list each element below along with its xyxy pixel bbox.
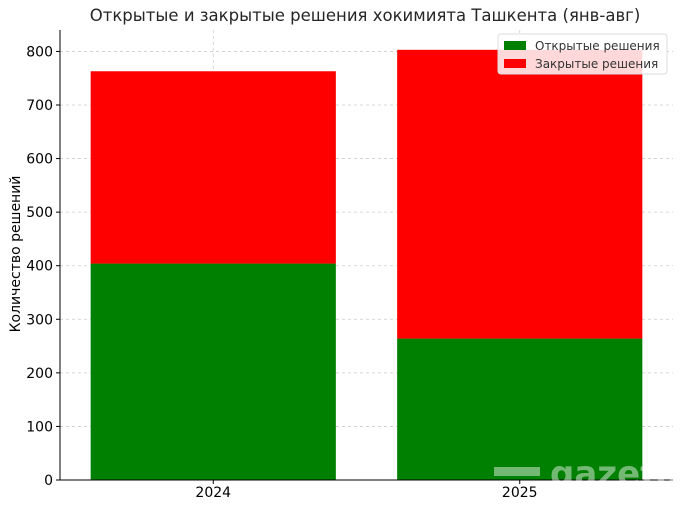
x-axis-ticks: 2024 2025 xyxy=(195,480,538,501)
legend-label: Закрытые решения xyxy=(535,57,658,71)
y-tick-label: 0 xyxy=(44,473,53,489)
legend-box xyxy=(497,33,668,75)
watermark: gazeta xyxy=(494,454,679,494)
y-axis-label: Количество решений xyxy=(8,176,24,333)
x-tick-label: 2025 xyxy=(502,485,538,501)
y-axis-ticks: 0 100 200 300 400 500 600 700 800 xyxy=(26,44,60,489)
y-tick-label: 400 xyxy=(26,259,53,275)
legend: Открытые решения Закрытые решения xyxy=(497,33,668,75)
bar-closed-2024 xyxy=(90,71,336,264)
chart-title: Открытые и закрытые решения хокимията Та… xyxy=(90,6,641,25)
legend-swatch xyxy=(504,59,526,68)
y-tick-label: 300 xyxy=(26,312,53,328)
bar-open-2025 xyxy=(397,338,643,480)
y-tick-label: 500 xyxy=(26,205,53,221)
y-tick-label: 600 xyxy=(26,152,53,168)
bar-closed-2025 xyxy=(397,49,643,339)
y-tick-label: 100 xyxy=(26,419,53,435)
y-tick-label: 700 xyxy=(26,98,53,114)
watermark-logo-bar xyxy=(494,467,540,476)
watermark-text: gazeta xyxy=(550,454,679,494)
legend-swatch xyxy=(504,41,526,50)
bar-open-2024 xyxy=(90,263,336,480)
y-tick-label: 200 xyxy=(26,366,53,382)
bars xyxy=(90,49,643,480)
legend-label: Открытые решения xyxy=(535,39,660,53)
y-tick-label: 800 xyxy=(26,44,53,60)
x-tick-label: 2024 xyxy=(195,485,231,501)
